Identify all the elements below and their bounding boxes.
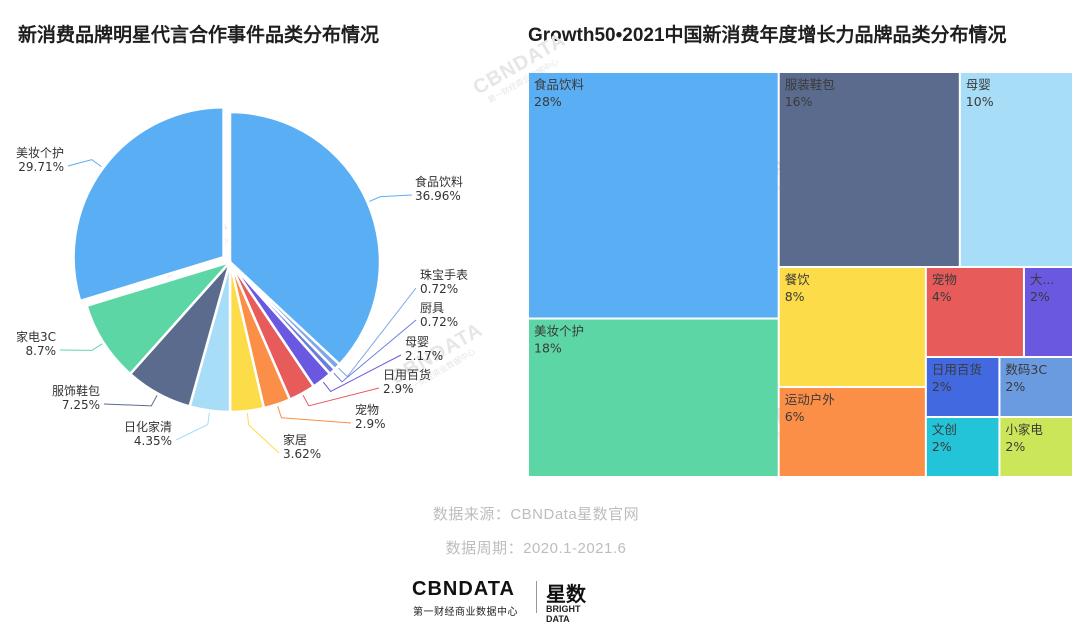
pie-label-value-7: 3.62% (283, 447, 321, 461)
treemap-label-category-1: 食品饮料 (534, 77, 585, 92)
treemap-label-category-11: 数码3C (1005, 362, 1047, 377)
pie-leader-line-7 (246, 412, 280, 454)
treemap-label-category-6: 运动户外 (785, 392, 836, 407)
treemap-label-value-12: 2% (1005, 439, 1025, 454)
pie-label-category-9: 服饰鞋包 (52, 383, 100, 398)
treemap-label-value-9: 2% (932, 379, 952, 394)
pie-label-value-9: 7.25% (62, 398, 100, 412)
pie-label-category-10: 家电3C (16, 329, 56, 344)
pie-label-category-11: 美妆个护 (16, 146, 64, 160)
pie-label-category-8: 日化家清 (124, 419, 172, 434)
pie-label-category-2: 珠宝手表 (420, 268, 468, 282)
treemap-cell-6 (779, 388, 925, 476)
treemap-label-category-9: 日用百货 (932, 362, 982, 377)
logo-brand-subtext: 第一财经商业数据中心 (413, 607, 518, 618)
treemap-cell-10 (926, 418, 999, 476)
treemap-label-value-5: 8% (785, 289, 805, 304)
treemap-label-category-12: 小家电 (1005, 422, 1043, 437)
pie-label-value-11: 29.71% (18, 160, 64, 174)
pie-label-category-5: 日用百货 (383, 367, 431, 382)
pie-label-category-4: 母婴 (405, 335, 429, 349)
treemap-cell-4 (960, 73, 1072, 266)
pie-label-value-10: 8.7% (26, 344, 57, 358)
treemap-label-value-3: 16% (785, 94, 813, 109)
treemap-label-value-6: 6% (785, 409, 805, 424)
treemap-label-value-2: 18% (534, 341, 562, 356)
pie-label-category-6: 宠物 (355, 402, 379, 417)
treemap-cell-1 (529, 73, 778, 318)
pie-label-value-3: 0.72% (420, 315, 458, 329)
pie-leader-line-4 (322, 354, 402, 393)
pie-label-value-2: 0.72% (420, 282, 458, 296)
pie-label-category-3: 厨具 (420, 301, 444, 315)
pie-slice-11 (72, 105, 225, 303)
treemap-label-category-2: 美妆个护 (534, 324, 584, 339)
logo-brand-text: CBNDATA (412, 578, 515, 600)
pie-label-value-8: 4.35% (134, 434, 172, 448)
data-source-note: 数据来源：CBNData星数官网 (432, 506, 640, 523)
pie-label-value-4: 2.17% (405, 349, 443, 363)
cbndata-logo: CBNDATA 第一财经商业数据中心 星数 BRIGHT DATA (412, 578, 602, 624)
pie-leader-line-2 (338, 287, 417, 378)
pie-leader-line-3 (333, 319, 417, 383)
treemap-label-value-4: 10% (966, 94, 994, 109)
treemap-label-category-8: 大... (1030, 272, 1054, 287)
treemap-cell-9 (926, 358, 999, 416)
logo-brightdata-text: 星数 (546, 584, 586, 606)
pie-label-value-5: 2.9% (383, 382, 414, 396)
treemap-cell-11 (1000, 358, 1072, 416)
treemap-label-category-10: 文创 (932, 422, 957, 437)
pie-leader-line-10 (59, 343, 103, 351)
pie-leader-line-8 (175, 412, 210, 441)
treemap-cell-3 (779, 73, 959, 266)
treemap-cell-12 (1000, 418, 1072, 476)
pie-label-value-6: 2.9% (355, 417, 386, 431)
treemap-cell-2 (529, 319, 778, 476)
treemap-cell-5 (779, 268, 925, 386)
pie-leader-line-6 (277, 406, 352, 424)
treemap-label-value-7: 4% (932, 289, 952, 304)
treemap-label-value-10: 2% (932, 439, 952, 454)
treemap-label-value-1: 28% (534, 94, 562, 109)
pie-leader-line-1 (369, 194, 413, 202)
pie-chart-title: 新消费品牌明星代言合作事件品类分布情况 (18, 25, 380, 46)
treemap-label-category-3: 服装鞋包 (785, 77, 835, 92)
pie-label-category-1: 食品饮料 (415, 174, 463, 189)
pie-leader-line-5 (302, 387, 380, 407)
treemap-label-category-7: 宠物 (932, 272, 957, 287)
treemap-chart-title: Growth50•2021中国新消费年度增长力品牌品类分布情况 (528, 25, 1007, 46)
treemap-label-value-8: 2% (1030, 289, 1050, 304)
pie-slice-10 (85, 260, 232, 376)
logo-brightdata-subtext: BRIGHT DATA (546, 604, 581, 624)
data-period-note: 数据周期：2020.1-2021.6 (445, 540, 627, 557)
pie-leader-line-11 (67, 159, 102, 168)
treemap-label-value-11: 2% (1005, 379, 1025, 394)
pie-leader-line-9 (103, 395, 158, 407)
pie-slice-1 (228, 110, 382, 366)
treemap-cell-7 (926, 268, 1023, 356)
pie-label-category-7: 家居 (283, 432, 307, 447)
treemap-label-category-5: 餐饮 (785, 272, 811, 287)
logo-divider (536, 581, 537, 613)
treemap-cell-8 (1024, 268, 1072, 356)
pie-label-value-1: 36.96% (415, 189, 461, 203)
treemap-label-category-4: 母婴 (966, 77, 991, 92)
